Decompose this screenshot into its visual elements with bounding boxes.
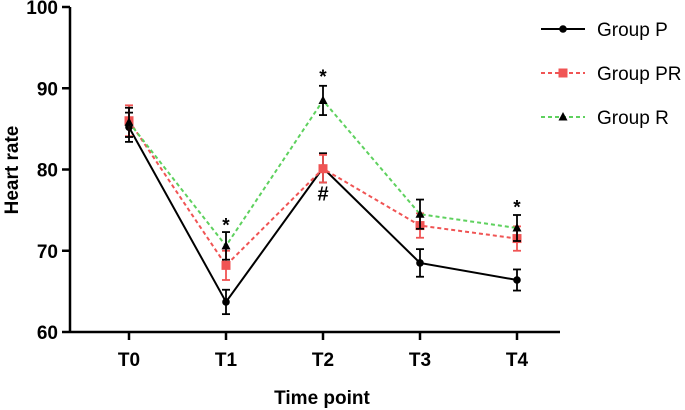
- significance-marker: #: [317, 184, 328, 206]
- y-tick-label: 60: [37, 323, 58, 344]
- significance-marker: *: [222, 216, 230, 237]
- legend-marker: [558, 112, 568, 121]
- series-group-p: [125, 111, 521, 316]
- y-tick-label: 80: [37, 161, 58, 182]
- y-tick-label: 100: [26, 0, 58, 19]
- data-point: [221, 240, 231, 250]
- x-tick-label: T0: [118, 350, 140, 371]
- legend-marker: [559, 25, 567, 33]
- legend-label: Group P: [597, 20, 668, 41]
- x-axis-title: Time point: [274, 388, 370, 409]
- data-point: [512, 223, 522, 232]
- y-tick-label: 90: [37, 79, 58, 100]
- series-group-r: [124, 84, 522, 261]
- legend-label: Group R: [597, 108, 669, 129]
- data-point: [318, 95, 328, 104]
- data-point: [513, 276, 521, 284]
- y-axis-title: Heart rate: [2, 126, 23, 215]
- legend-entry: Group R: [541, 108, 669, 129]
- legend-entry: Group P: [541, 20, 668, 41]
- data-point: [124, 117, 134, 126]
- x-tick-label: T1: [215, 350, 238, 371]
- data-point: [416, 259, 424, 267]
- data-point: [222, 298, 230, 306]
- significance-marker: *: [319, 67, 327, 88]
- legend: Group P Group PR Group R: [541, 20, 681, 129]
- x-tick-label: T4: [506, 350, 529, 371]
- data-point: [415, 209, 425, 218]
- legend-label: Group PR: [597, 64, 681, 85]
- y-tick-label: 70: [37, 242, 58, 263]
- annotation-layer: * * # *: [222, 67, 521, 237]
- legend-marker: [558, 68, 568, 78]
- x-tick-label: T3: [409, 350, 431, 371]
- data-point: [221, 260, 231, 270]
- x-tick-label: T2: [312, 350, 334, 371]
- significance-marker: *: [513, 198, 521, 219]
- legend-entry: Group PR: [541, 64, 681, 85]
- series-layer: [124, 84, 522, 316]
- axes: 60 70 80 90 100 T0 T1 T2 T3 T4: [26, 0, 560, 371]
- data-point: [318, 164, 328, 174]
